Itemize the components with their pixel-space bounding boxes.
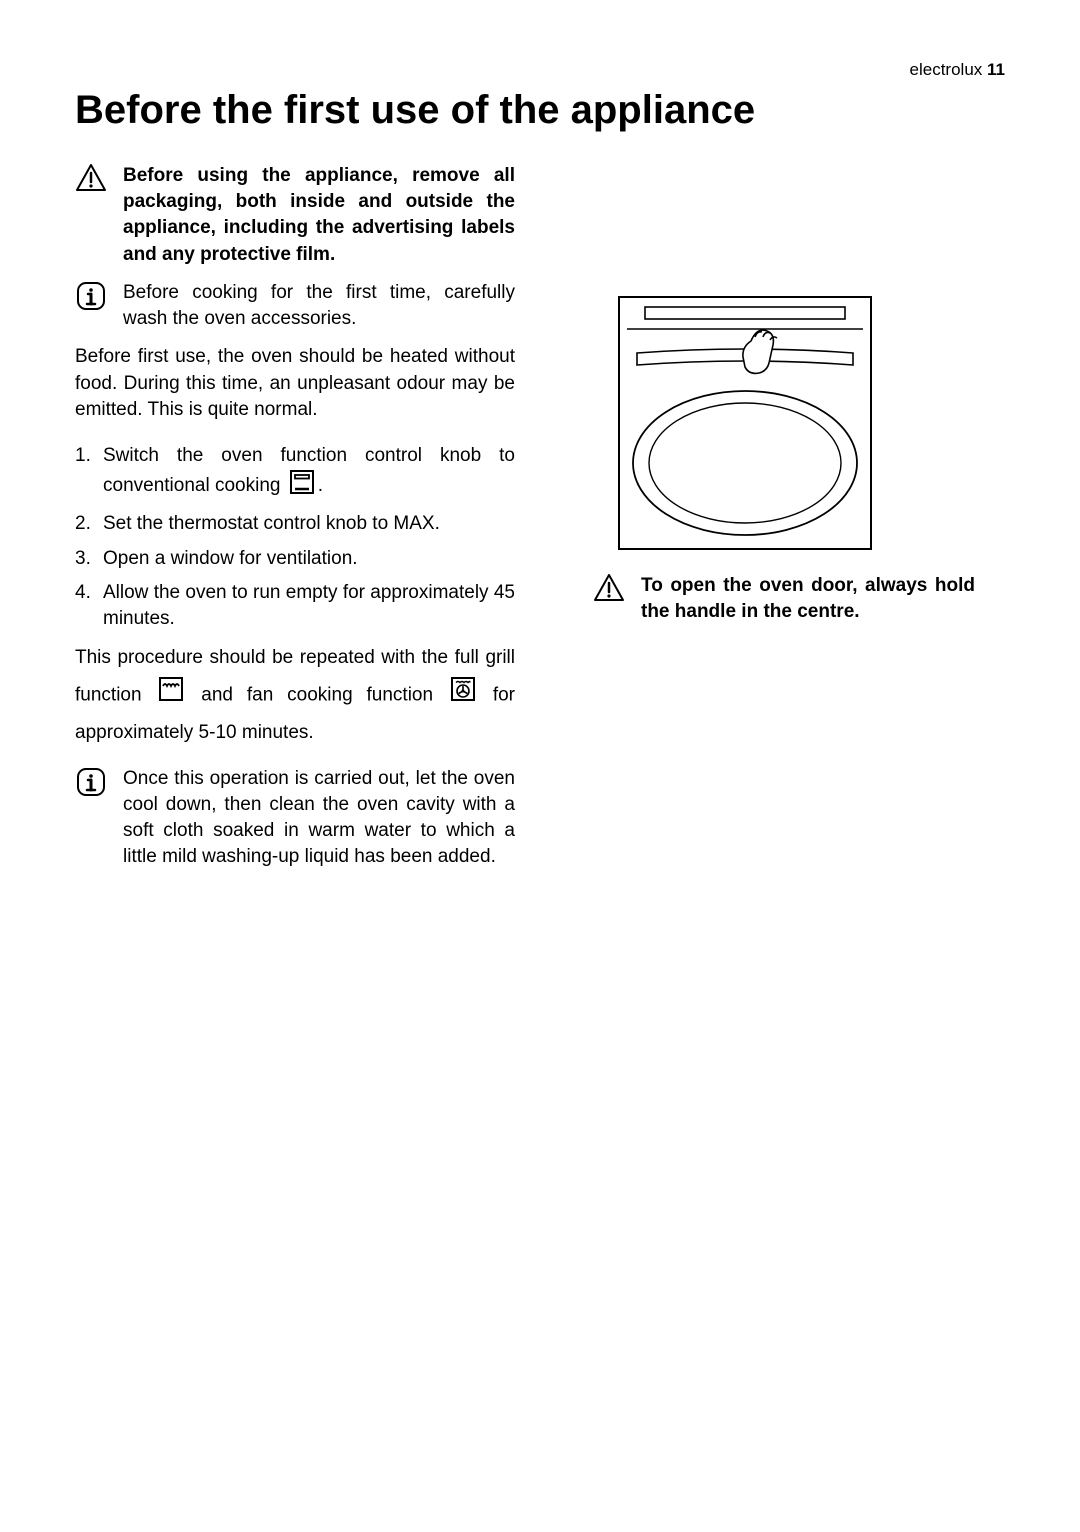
- info-icon: [75, 766, 111, 871]
- door-warning-text: To open the oven door, always hold the h…: [641, 573, 1005, 625]
- intro-paragraph: Before first use, the oven should be hea…: [75, 344, 515, 423]
- info-icon: [75, 280, 111, 332]
- warning-icon: [593, 573, 629, 625]
- info-text-2: Once this operation is carried out, let …: [123, 766, 515, 871]
- full-grill-icon: [158, 676, 184, 715]
- para2-b: and fan cooking function: [201, 685, 433, 706]
- step-text: Allow the oven to run empty for approxim…: [103, 582, 515, 629]
- step-text: Set the thermostat control knob to MAX.: [103, 513, 440, 534]
- brand-label: electrolux: [910, 60, 983, 79]
- page-number: 11: [987, 60, 1005, 79]
- page-title: Before the first use of the appliance: [75, 88, 1005, 133]
- fan-cooking-icon: [450, 676, 476, 715]
- list-item: Switch the oven function control knob to…: [75, 443, 515, 503]
- warning-text: Before using the appliance, remove all p…: [123, 163, 515, 268]
- warning-icon: [75, 163, 111, 268]
- oven-door-diagram: [615, 293, 875, 553]
- right-column: To open the oven door, always hold the h…: [565, 163, 1005, 882]
- info-text: Before cooking for the first time, caref…: [123, 280, 515, 332]
- left-column: Before using the appliance, remove all p…: [75, 163, 515, 882]
- repeat-paragraph: This procedure should be repeated with t…: [75, 640, 515, 751]
- step-text-end: .: [318, 475, 323, 496]
- conventional-cooking-icon: [289, 469, 315, 503]
- list-item: Allow the oven to run empty for approxim…: [75, 580, 515, 632]
- list-item: Open a window for ventilation.: [75, 546, 515, 572]
- list-item: Set the thermostat control knob to MAX.: [75, 511, 515, 537]
- page-header: electrolux 11: [75, 60, 1005, 80]
- steps-list: Switch the oven function control knob to…: [75, 443, 515, 632]
- step-text: Open a window for ventilation.: [103, 548, 358, 569]
